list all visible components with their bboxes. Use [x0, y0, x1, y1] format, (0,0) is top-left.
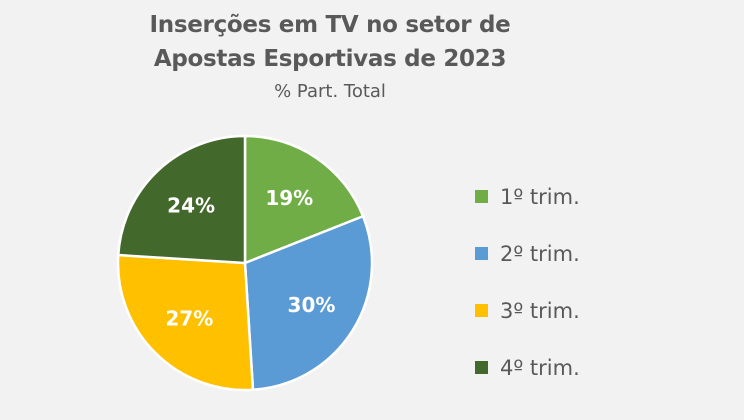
chart-title: Inserções em TV no setor de Apostas Espo…: [0, 8, 660, 76]
slice-label-4: 24%: [167, 194, 215, 218]
pie-slice-1: [243, 134, 365, 265]
chart-subtitle: % Part. Total: [274, 81, 386, 102]
pie-slice-4: [117, 134, 247, 265]
chart-title-line-1: Inserções em TV no setor de: [149, 12, 511, 38]
legend-swatch-icon: [475, 190, 488, 203]
legend-label: 4º trim.: [500, 355, 580, 380]
pie-slice-2: [243, 214, 374, 391]
chart-legend: 1º trim. 2º trim. 3º trim. 4º trim.: [475, 168, 580, 396]
slice-label-1: 19%: [265, 186, 313, 210]
slice-label-2: 30%: [288, 293, 336, 317]
legend-swatch-icon: [475, 304, 488, 317]
legend-label: 1º trim.: [500, 184, 580, 209]
legend-swatch-icon: [475, 247, 488, 260]
pie-slices: [116, 134, 374, 392]
slice-label-3: 27%: [165, 307, 213, 331]
legend-label: 3º trim.: [500, 298, 580, 323]
legend-item-q2: 2º trim.: [475, 225, 580, 282]
legend-item-q3: 3º trim.: [475, 282, 580, 339]
legend-label: 2º trim.: [500, 241, 580, 266]
legend-item-q1: 1º trim.: [475, 168, 580, 225]
pie-slice-3: [116, 253, 255, 392]
pie-labels: 19% 30% 27% 24%: [165, 186, 335, 331]
chart-title-line-2: Apostas Esportivas de 2023: [153, 46, 507, 72]
legend-swatch-icon: [475, 361, 488, 374]
legend-item-q4: 4º trim.: [475, 339, 580, 396]
